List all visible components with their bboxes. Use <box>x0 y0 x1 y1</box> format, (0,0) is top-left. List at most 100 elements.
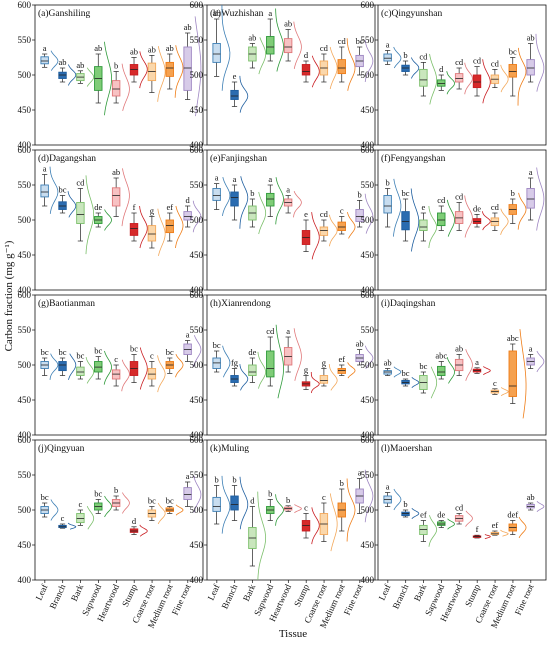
density-curve <box>121 359 130 392</box>
significance-letter: d <box>304 50 309 60</box>
box-group: b <box>266 489 284 526</box>
box <box>266 350 275 378</box>
density-curve <box>364 193 374 234</box>
density-curve <box>50 499 59 521</box>
box-group: ab <box>183 16 202 117</box>
y-tick-label: 500 <box>361 215 375 225</box>
significance-letter: ab <box>248 33 256 43</box>
density-curve <box>239 75 249 113</box>
box-group: cd <box>490 202 509 235</box>
significance-letter: a <box>268 8 272 18</box>
density-curve <box>364 469 374 523</box>
significance-letter: bc <box>419 361 427 371</box>
box <box>212 43 221 63</box>
box-group: b <box>383 178 402 237</box>
significance-letter: ab <box>112 167 120 177</box>
significance-letter: cd <box>437 195 446 205</box>
box-group: cd <box>337 36 356 91</box>
density-curve <box>157 208 166 256</box>
density-curve <box>293 190 302 218</box>
density-curve <box>364 345 374 370</box>
box-group: ab <box>94 41 112 116</box>
box <box>40 184 49 198</box>
box-group: bc <box>165 347 184 378</box>
box <box>337 59 346 75</box>
y-tick-label: 550 <box>18 470 32 480</box>
density-curve <box>500 64 509 93</box>
box-group: bc <box>94 346 112 385</box>
density-curve <box>121 63 130 111</box>
box-group: c <box>111 354 130 392</box>
significance-letter: a <box>286 185 290 195</box>
box-group: ab <box>526 33 545 92</box>
box-group: cd <box>472 56 491 104</box>
panel-title: (e)Fanjingshan <box>210 153 267 164</box>
significance-letter: bc <box>213 340 221 350</box>
density-curve <box>411 376 420 389</box>
significance-letter: b <box>403 499 407 509</box>
y-tick-label: 400 <box>190 140 204 150</box>
box-group: cd <box>266 324 284 399</box>
density-curve <box>311 55 320 88</box>
significance-letter: bc <box>94 346 102 356</box>
box-group: ab <box>355 339 374 370</box>
density-curve <box>49 353 59 380</box>
significance-letter: a <box>215 173 219 183</box>
significance-letter: ab <box>384 358 392 368</box>
box <box>147 225 157 242</box>
box <box>165 219 174 234</box>
box-group: c <box>490 378 509 397</box>
y-tick-label: 600 <box>18 290 32 300</box>
x-tick-label: Branch <box>47 582 67 610</box>
density-curve <box>482 59 491 104</box>
y-axis-title: Carbon fraction (mg g⁻¹) <box>3 240 15 351</box>
significance-letter: cd <box>455 503 464 513</box>
significance-letter: g <box>150 206 155 216</box>
box <box>129 223 139 236</box>
box-group: bc <box>40 347 59 380</box>
significance-letter: c <box>322 492 326 502</box>
box-group: ab <box>76 60 95 87</box>
significance-letter: bc <box>94 489 102 499</box>
y-tick-label: 400 <box>18 140 32 150</box>
significance-letter: ab <box>184 22 192 32</box>
y-tick-label: 600 <box>190 435 204 445</box>
significance-letter: bc <box>402 188 410 198</box>
box-group: abc <box>507 329 527 419</box>
significance-letter: e <box>304 209 308 219</box>
density-curve <box>275 324 284 399</box>
box-group: a <box>383 482 402 511</box>
box-group: ab <box>454 344 473 381</box>
box <box>301 64 311 76</box>
box <box>437 365 446 376</box>
box-group: ab <box>58 57 77 86</box>
box-group: a <box>266 8 284 72</box>
box-group: bc <box>94 489 112 518</box>
box-group: cd <box>76 175 95 255</box>
density-curve <box>464 62 473 95</box>
density-curve <box>465 510 473 527</box>
box-group: a <box>266 174 284 225</box>
density-curve <box>121 168 130 227</box>
box-group: bc <box>165 496 184 516</box>
box-group: ef <box>165 202 184 249</box>
box <box>526 59 535 76</box>
significance-letter: b <box>114 485 118 495</box>
density-curve <box>329 46 338 90</box>
significance-letter: de <box>94 202 102 212</box>
significance-letter: d <box>186 195 191 205</box>
density-curve <box>86 505 95 530</box>
box <box>508 64 517 78</box>
box-group: b <box>355 189 374 234</box>
box-group: cd <box>454 192 473 238</box>
density-curve <box>329 214 338 247</box>
significance-letter: f <box>476 524 479 534</box>
density-curve <box>157 46 166 102</box>
density-curve <box>346 478 356 542</box>
density-curve <box>519 329 527 419</box>
box-group: bc <box>147 496 166 525</box>
density-curve <box>428 205 438 249</box>
